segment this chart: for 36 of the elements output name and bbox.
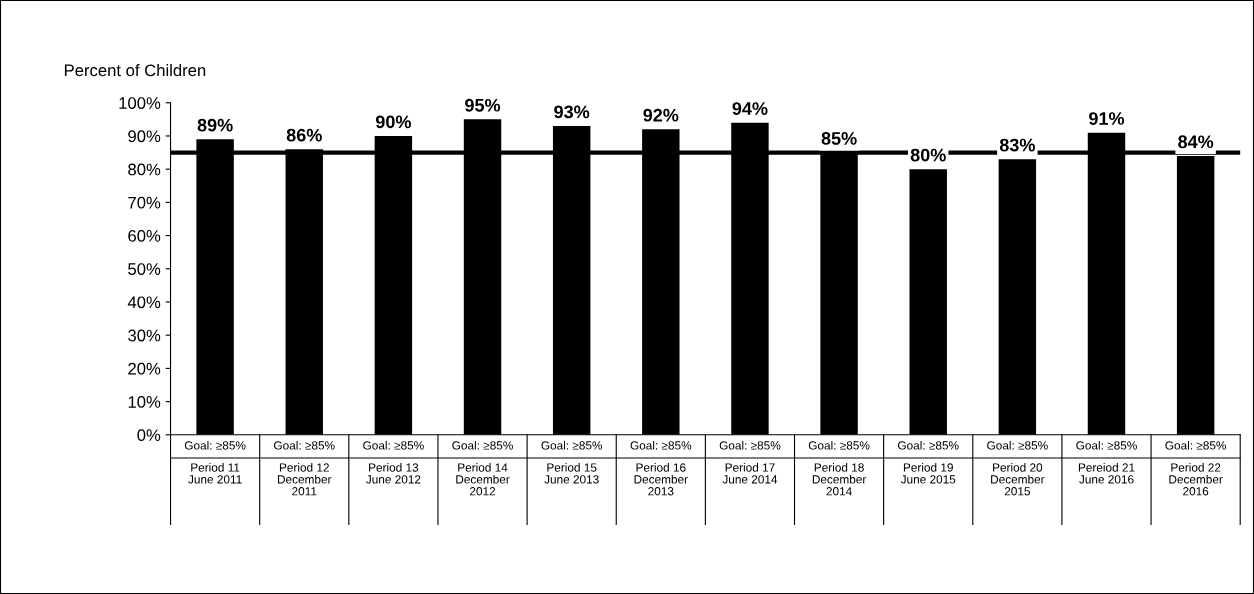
y-tick-label: 0% xyxy=(137,429,161,442)
data-label: 83% xyxy=(999,138,1035,152)
data-label: 85% xyxy=(821,132,857,145)
y-tick-label: 100% xyxy=(119,97,161,109)
x-tick-label: Goal: ≥85% Period 12 December 2011 xyxy=(274,440,335,496)
y-tick-label: 70% xyxy=(128,196,161,209)
y-tick-label: 80% xyxy=(128,163,161,176)
data-label: 93% xyxy=(554,105,590,119)
x-tick-label: Goal: ≥85% Period 18 December 2014 xyxy=(808,440,870,496)
x-tick-label: Goal: ≥85% Period 17 June 2014 xyxy=(719,440,781,484)
x-tick-label: Goal: ≥85% Period 20 December 2015 xyxy=(987,440,1048,496)
data-label: 89% xyxy=(197,118,233,132)
data-label: 94% xyxy=(732,102,768,115)
data-label: 95% xyxy=(465,98,501,112)
data-label: 80% xyxy=(910,148,946,162)
x-tick-label: Goal: ≥85% Period 13 June 2012 xyxy=(363,440,424,484)
data-label: 92% xyxy=(643,108,679,122)
y-tick-label: 20% xyxy=(128,362,161,375)
data-label: 91% xyxy=(1089,112,1125,125)
x-tick-label: Goal: ≥85% Period 11 June 2011 xyxy=(184,440,246,484)
y-axis-title: Percent of Children xyxy=(64,63,206,77)
x-tick-label: Goal: ≥85% Period 16 December 2013 xyxy=(630,440,692,496)
x-tick-label: Goal: ≥85% Period 22 December 2016 xyxy=(1165,440,1227,496)
x-tick-label: Goal: ≥85% Pereiod 21 June 2016 xyxy=(1076,440,1137,484)
x-tick-label: Goal: ≥85% Period 14 December 2012 xyxy=(452,440,513,496)
y-tick-label: 50% xyxy=(128,263,161,275)
x-tick-label: Goal: ≥85% Period 15 June 2013 xyxy=(541,440,603,484)
data-label: 86% xyxy=(286,128,322,142)
y-tick-label: 60% xyxy=(128,229,161,242)
y-tick-label: 10% xyxy=(128,396,161,408)
data-label: 90% xyxy=(375,115,411,129)
data-label: 84% xyxy=(1178,135,1214,149)
x-tick-label: Goal: ≥85% Period 19 June 2015 xyxy=(898,440,959,484)
y-tick-label: 40% xyxy=(127,296,161,309)
y-tick-label: 90% xyxy=(128,130,161,143)
y-tick-label: 30% xyxy=(128,329,161,342)
